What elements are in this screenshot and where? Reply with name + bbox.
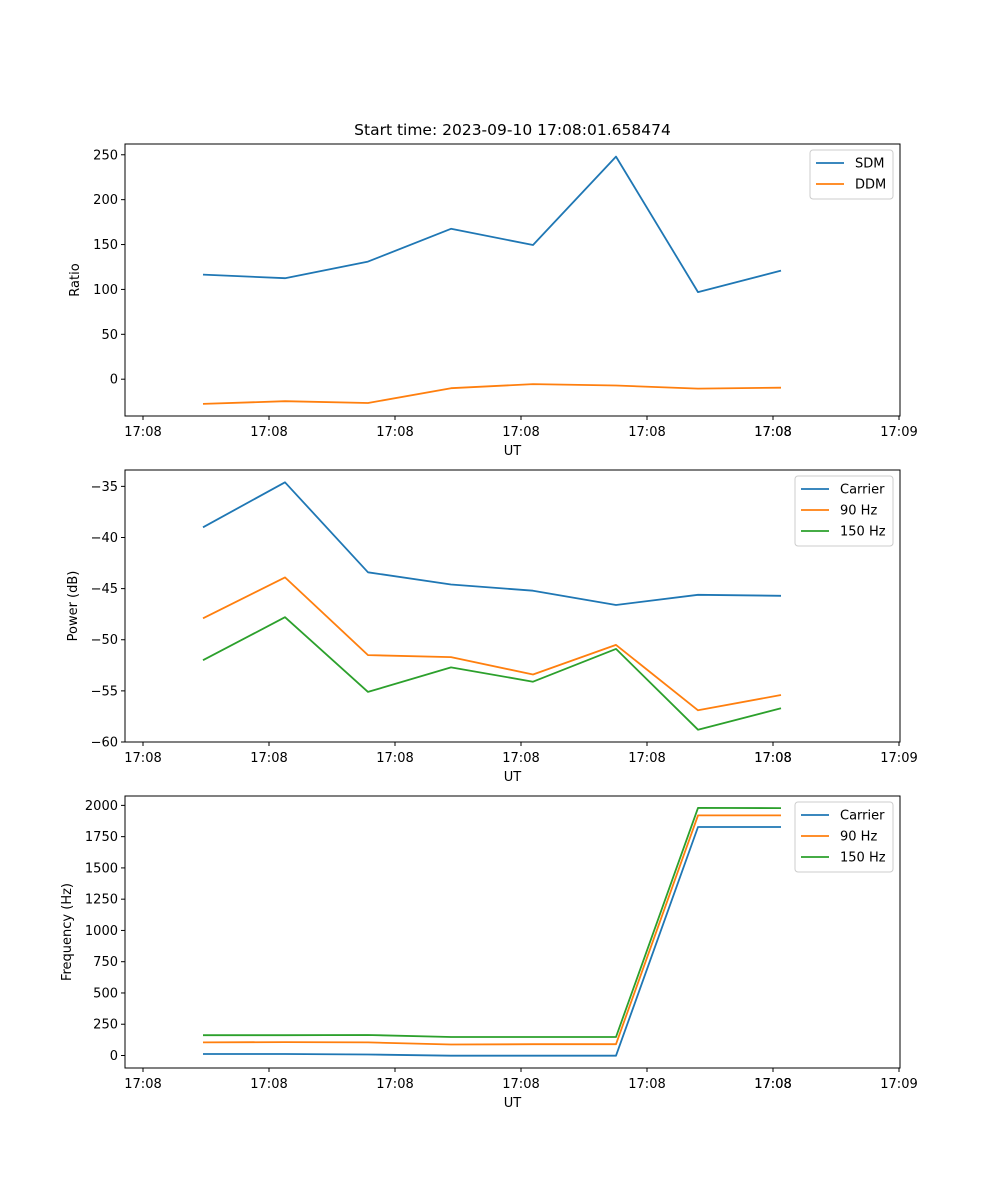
x-tick-label-1-2: 17:08	[376, 425, 413, 440]
x-tick-label-2-3: 17:08	[502, 751, 539, 766]
x-axis-label-2: UT	[504, 770, 522, 785]
x-tick-label-3-4: 17:08	[628, 1077, 665, 1092]
y-tick-label-3-2: 500	[93, 986, 118, 1001]
x-tick-label-3-2: 17:08	[376, 1077, 413, 1092]
x-tick-label-2-2: 17:08	[376, 751, 413, 766]
y-tick-label-3-4: 1000	[85, 924, 118, 939]
y-tick-label-3-8: 2000	[85, 799, 118, 814]
y-tick-label-3-3: 750	[93, 955, 118, 970]
y-axis-label-1: Ratio	[68, 263, 83, 296]
series-line-3-carrier	[203, 826, 781, 1057]
x-tick-label-1-5: 17:08	[754, 425, 791, 440]
series-line-3-150-hz	[203, 807, 782, 1038]
series-line-1-sdm	[202, 155, 782, 294]
x-axis-label-1: UT	[504, 444, 522, 459]
y-tick-label-2-2: −50	[91, 633, 118, 648]
y-tick-label-3-7: 1750	[85, 830, 118, 845]
series-line-2-150-hz	[202, 616, 782, 731]
x-tick-label-1-0: 17:08	[124, 425, 161, 440]
axes-frame-1	[124, 143, 901, 417]
y-tick-label-3-0: 0	[110, 1049, 118, 1064]
x-tick-label-1-3: 17:08	[502, 425, 539, 440]
axes-frame-3	[124, 795, 901, 1069]
series-line-1-ddm	[202, 383, 782, 405]
legend-label-1-1: DDM	[855, 178, 886, 193]
x-tick-label-3-5: 17:08	[754, 1077, 791, 1092]
axes-frame-2	[124, 469, 901, 743]
x-tick-label-2-4: 17:08	[628, 751, 665, 766]
chart-panel-1: 0 50 100 150 200 250 17:08 17:08 17:08 17:08 17:08…	[68, 121, 918, 459]
y-tick-label-2-5: −35	[91, 480, 118, 495]
series-line-3-90-hz	[202, 814, 781, 1046]
legend-label-1-0: SDM	[855, 157, 884, 172]
y-tick-label-3-1: 250	[93, 1018, 118, 1033]
x-tick-label-3-1: 17:08	[250, 1077, 287, 1092]
y-tick-label-1-2: 100	[93, 283, 118, 298]
x-tick-label-1-7: 17:09	[880, 425, 917, 440]
legend-3: Carrier 90 Hz 150 Hz	[794, 801, 894, 873]
x-tick-label-3-6: 17:08	[754, 1077, 791, 1092]
y-tick-label-2-4: −40	[91, 531, 118, 546]
legend-label-2-0: Carrier	[840, 483, 885, 498]
x-tick-label-1-4: 17:08	[628, 425, 665, 440]
x-tick-label-3-7: 17:09	[880, 1077, 917, 1092]
x-axis-label-3: UT	[504, 1096, 522, 1111]
y-tick-label-3-5: 1250	[85, 893, 118, 908]
legend-label-3-0: Carrier	[840, 809, 885, 824]
x-tick-label-2-6: 17:08	[754, 751, 791, 766]
y-tick-label-1-4: 200	[93, 193, 118, 208]
y-tick-label-2-0: −60	[91, 736, 118, 751]
legend-box-3	[794, 801, 894, 873]
legend-1: SDM DDM	[809, 149, 894, 200]
y-tick-label-2-3: −45	[91, 582, 118, 597]
x-tick-label-3-3: 17:08	[502, 1077, 539, 1092]
series-line-2-carrier	[202, 481, 782, 606]
legend-label-3-1: 90 Hz	[840, 830, 877, 845]
chart-panel-2: −60 −55 −50 −45 −40 −35 17:08 17:08 17:08 17:08 17…	[66, 469, 918, 785]
x-tick-label-1-1: 17:08	[250, 425, 287, 440]
legend-label-3-2: 150 Hz	[840, 851, 886, 866]
x-tick-label-3-0: 17:08	[124, 1077, 161, 1092]
series-line-2-90-hz	[202, 576, 782, 712]
x-tick-label-2-0: 17:08	[124, 751, 161, 766]
y-tick-label-1-5: 250	[93, 148, 118, 163]
y-axis-label-2: Power (dB)	[66, 571, 81, 642]
x-tick-label-2-7: 17:09	[880, 751, 917, 766]
y-tick-label-3-6: 1500	[85, 861, 118, 876]
y-tick-label-1-1: 50	[101, 328, 118, 343]
legend-label-2-1: 90 Hz	[840, 504, 877, 519]
legend-box-2	[794, 475, 894, 547]
chart-panel-3: 0 250 500 750 1000 1250 1500 1750 2000 17:08 17:08…	[60, 795, 918, 1111]
x-tick-label-2-1: 17:08	[250, 751, 287, 766]
legend-label-2-2: 150 Hz	[840, 525, 886, 540]
y-tick-label-1-0: 0	[110, 373, 118, 388]
y-tick-label-2-1: −55	[91, 684, 118, 699]
y-tick-label-1-3: 150	[93, 238, 118, 253]
x-tick-label-2-5: 17:08	[754, 751, 791, 766]
legend-2: Carrier 90 Hz 150 Hz	[794, 475, 894, 547]
x-tick-label-1-6: 17:08	[754, 425, 791, 440]
y-axis-label-3: Frequency (Hz)	[60, 883, 75, 981]
chart-title: Start time: 2023-09-10 17:08:01.658474	[354, 121, 671, 139]
